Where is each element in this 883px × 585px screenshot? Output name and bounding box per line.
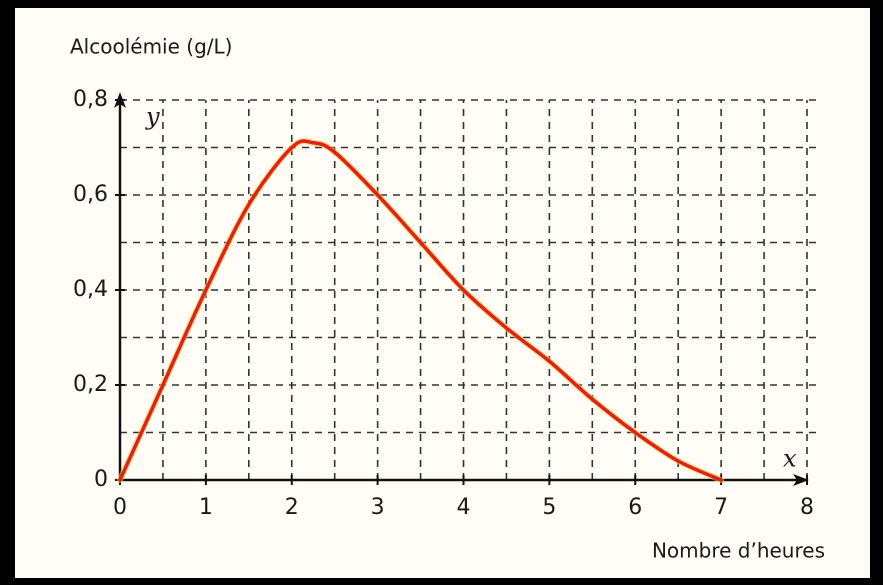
background (15, 8, 870, 578)
x-axis-symbol: x (783, 445, 797, 473)
y-tick-label: 0,2 (73, 372, 108, 397)
y-tick-label: 0,6 (73, 182, 108, 207)
y-axis-symbol: y (145, 103, 160, 131)
y-tick-label: 0 (94, 467, 108, 492)
y-tick-label: 0,8 (73, 87, 108, 112)
x-tick-label: 8 (800, 495, 814, 520)
x-arrow (793, 474, 809, 486)
x-tick-label: 6 (628, 495, 642, 520)
y-tick-label: 0,4 (73, 277, 108, 302)
x-tick-label: 3 (371, 495, 385, 520)
x-tick-label: 4 (457, 495, 471, 520)
y-axis-label: Alcoolémie (g/L) (70, 35, 232, 59)
x-axis-label: Nombre d’heures (652, 539, 825, 563)
x-tick-label: 0 (113, 495, 127, 520)
x-tick-label: 2 (285, 495, 299, 520)
line (118, 139, 723, 482)
x-tick-label: 1 (199, 495, 213, 520)
x-tick-label: 5 (542, 495, 556, 520)
x-tick-label: 7 (714, 495, 728, 520)
